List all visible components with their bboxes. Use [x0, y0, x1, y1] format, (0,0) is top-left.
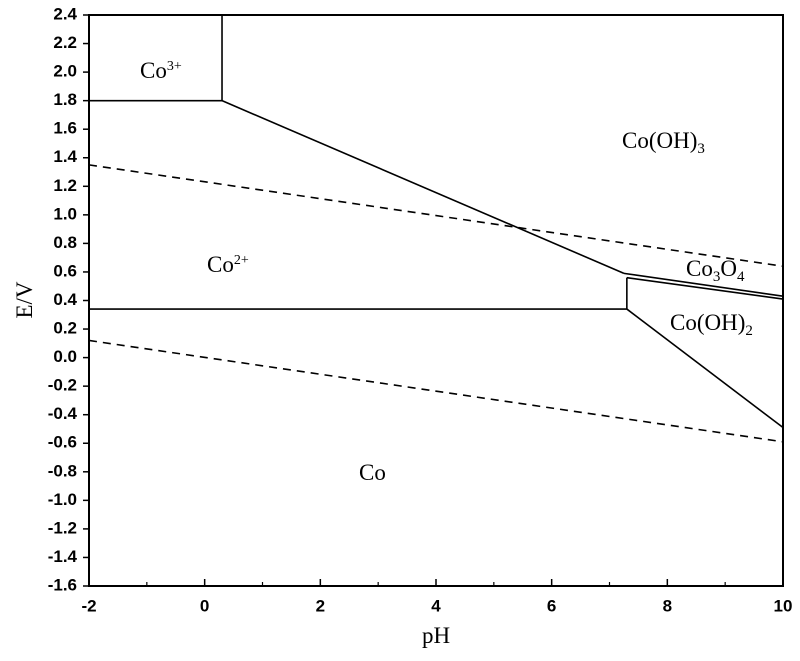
region-label: Co(OH)3 [622, 128, 705, 157]
label-sup: 3+ [167, 59, 182, 74]
y-tick-label: -0.8 [48, 461, 77, 480]
region-label: Co3+ [140, 58, 182, 83]
y-tick-label: 1.0 [53, 204, 77, 223]
y-tick-label: 2.2 [53, 33, 77, 52]
x-tick-label: 0 [200, 596, 209, 615]
y-tick-label: 1.8 [53, 90, 77, 109]
label-text: Co [359, 460, 386, 485]
y-tick-label: 0.2 [53, 319, 77, 338]
label-text: Co [686, 256, 713, 281]
x-axis-label: pH [422, 623, 450, 648]
label-text: Co(OH) [622, 128, 697, 153]
y-tick-label: -0.4 [48, 404, 78, 423]
x-tick-label: 4 [431, 596, 441, 615]
boundary-line [623, 272, 784, 298]
y-tick-label: 1.2 [53, 176, 77, 195]
y-tick-label: 2.0 [53, 62, 77, 81]
x-tick-label: -2 [81, 596, 96, 615]
label-text: Co [140, 58, 167, 83]
y-tick-label: -1.2 [48, 518, 77, 537]
boundary-line [626, 276, 784, 300]
y-tick-label: -1.4 [48, 547, 78, 566]
boundary-line [88, 339, 784, 443]
label-sub: 3 [697, 141, 705, 157]
y-axis-label: E/V [12, 281, 37, 318]
region-label: Co(OH)2 [670, 310, 753, 339]
region-label: Co [359, 460, 386, 485]
label-text: Co(OH) [670, 310, 745, 335]
region-label: Co3O4 [686, 256, 745, 285]
y-tick-label: 0.6 [53, 261, 77, 280]
label-sup: 2+ [234, 253, 249, 268]
y-tick-label: -1.0 [48, 490, 77, 509]
y-tick-label: -0.2 [48, 376, 77, 395]
label-sub: 3 [713, 269, 721, 285]
label-text: Co [207, 252, 234, 277]
x-tick-label: 6 [547, 596, 556, 615]
region-label: Co2+ [207, 252, 249, 277]
x-tick-label: 8 [663, 596, 672, 615]
boundary-line [88, 164, 784, 268]
y-tick-label: -1.6 [48, 575, 77, 594]
y-tick-label: 1.4 [53, 147, 77, 166]
y-tick-label: -0.6 [48, 433, 77, 452]
label-sub: 4 [737, 269, 745, 285]
y-tick-label: 0.4 [53, 290, 77, 309]
boundary-line [221, 99, 625, 275]
y-tick-label: 0.0 [53, 347, 77, 366]
label-sub: 2 [745, 323, 753, 339]
label-text: O [720, 256, 737, 281]
y-tick-label: 2.4 [53, 4, 77, 23]
boundary-line [626, 308, 784, 429]
y-tick-label: 0.8 [53, 233, 77, 252]
y-tick-label: 1.6 [53, 119, 77, 138]
x-tick-label: 10 [774, 596, 793, 615]
x-tick-label: 2 [316, 596, 325, 615]
